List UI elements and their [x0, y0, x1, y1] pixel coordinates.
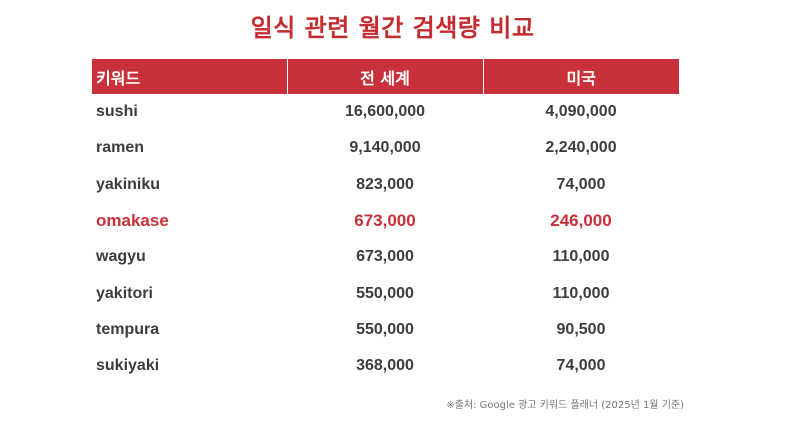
search-volume-table: 키워드 전 세계 미국 sushi 16,600,000 4,090,000 r… [92, 59, 679, 384]
keyword-cell: wagyu [96, 248, 146, 266]
us-volume-cell: 74,000 [556, 175, 606, 193]
column-header-global: 전 세계 [287, 59, 484, 94]
keyword-cell: sukiyaki [96, 357, 160, 375]
us-volume-cell: 110,000 [552, 248, 610, 266]
us-volume-cell: 4,090,000 [545, 103, 617, 121]
keyword-cell: ramen [96, 139, 145, 157]
table-row: sukiyaki 368,000 74,000 [92, 348, 679, 384]
us-volume-cell: 74,000 [556, 357, 606, 375]
keyword-cell: yakitori [96, 284, 153, 302]
source-note: ※출처: Google 광고 키워드 플래너 (2025년 1월 기준) [446, 400, 684, 411]
page-title: 일식 관련 월간 검색량 비교 [250, 14, 535, 42]
us-volume-cell: 110,000 [552, 284, 610, 302]
keyword-cell: yakiniku [96, 175, 161, 193]
global-volume-cell: 673,000 [354, 211, 416, 231]
table-row: sushi 16,600,000 4,090,000 [92, 94, 679, 130]
global-volume-cell: 823,000 [356, 175, 414, 193]
global-volume-cell: 368,000 [356, 357, 414, 375]
column-header-keyword: 키워드 [92, 59, 288, 94]
keyword-cell: sushi [96, 103, 138, 121]
table-header-row: 키워드 전 세계 미국 [92, 59, 679, 94]
global-volume-cell: 550,000 [356, 320, 414, 338]
table-row: wagyu 673,000 110,000 [92, 239, 679, 275]
column-header-us: 미국 [483, 59, 679, 94]
table-row: yakitori 550,000 110,000 [92, 275, 679, 311]
table-row: yakiniku 823,000 74,000 [92, 167, 679, 203]
table-row: tempura 550,000 90,500 [92, 312, 679, 348]
us-volume-cell: 2,240,000 [545, 139, 617, 157]
global-volume-cell: 550,000 [356, 284, 414, 302]
global-volume-cell: 9,140,000 [349, 139, 421, 157]
global-volume-cell: 16,600,000 [344, 103, 426, 121]
us-volume-cell: 246,000 [550, 211, 612, 231]
table-row-highlighted: omakase 673,000 246,000 [92, 203, 679, 239]
table-row: ramen 9,140,000 2,240,000 [92, 130, 679, 166]
us-volume-cell: 90,500 [556, 320, 606, 338]
keyword-cell: tempura [96, 320, 160, 338]
global-volume-cell: 673,000 [356, 248, 414, 266]
keyword-cell: omakase [96, 211, 169, 231]
